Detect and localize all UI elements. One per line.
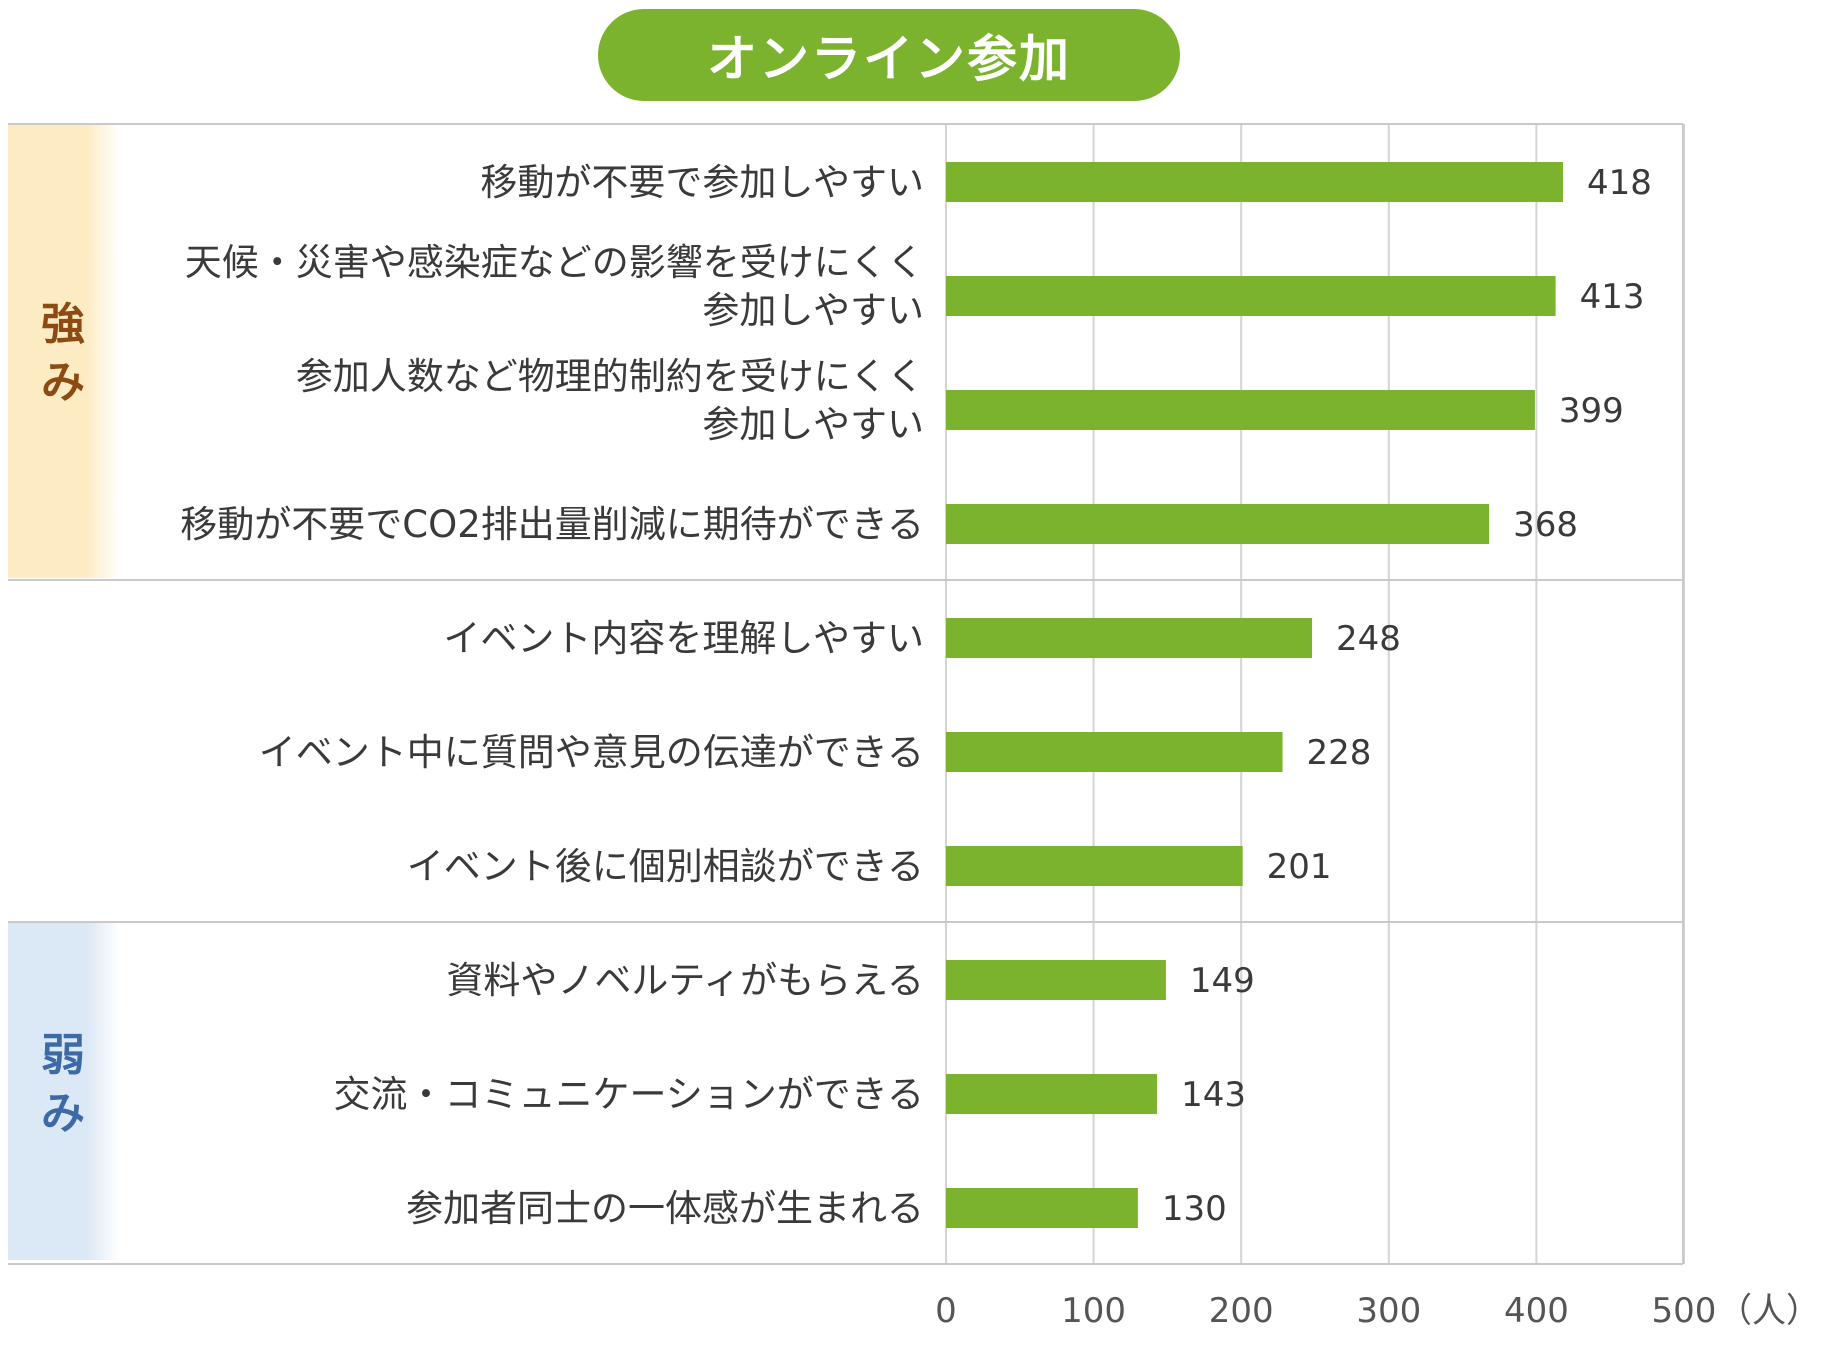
bar <box>946 618 1313 658</box>
weaknesses-label: 弱み <box>8 1027 118 1143</box>
bar <box>946 390 1535 430</box>
category-label: 移動が不要でCO2排出量削減に期待ができる <box>180 503 924 546</box>
strengths-label: 強み <box>8 296 118 412</box>
weaknesses-band: 弱み <box>8 921 120 1260</box>
category-label: イベント後に個別相談ができる <box>407 845 924 888</box>
tick-label: 100 <box>1061 1291 1126 1331</box>
category-label: イベント中に質問や意見の伝達ができる <box>259 731 924 774</box>
value-label: 418 <box>1587 163 1652 203</box>
group-label-char: み <box>41 357 85 408</box>
tick-label: 0 <box>935 1291 957 1331</box>
strengths-label-text: 強み <box>8 296 118 412</box>
bar <box>946 504 1490 544</box>
value-label: 130 <box>1162 1189 1227 1229</box>
bar <box>946 1074 1158 1114</box>
group-label-char: 強 <box>41 299 85 350</box>
category-label: 移動が不要で参加しやすい <box>480 161 924 204</box>
strengths-band: 強み <box>8 124 120 578</box>
value-label: 143 <box>1181 1075 1246 1115</box>
category-label: 参加人数など物理的制約を受けにくく <box>296 355 924 398</box>
bar <box>946 1188 1138 1228</box>
bar <box>946 732 1283 772</box>
tick-label: 500 <box>1652 1291 1717 1331</box>
group-label-char: 弱 <box>41 1030 85 1081</box>
value-label: 368 <box>1513 505 1578 545</box>
tick-label: 200 <box>1209 1291 1274 1331</box>
bar <box>946 960 1166 1000</box>
bar <box>946 162 1563 202</box>
bar <box>946 846 1243 886</box>
bar <box>946 276 1556 316</box>
category-label: 資料やノベルティがもらえる <box>446 959 924 1002</box>
value-label: 149 <box>1190 961 1255 1001</box>
value-label: 413 <box>1580 277 1645 317</box>
group-label-char: み <box>41 1088 85 1139</box>
chart-title: オンライン参加 <box>598 9 1180 101</box>
tick-label: 400 <box>1504 1291 1569 1331</box>
category-label: 参加者同士の一体感が生まれる <box>406 1187 924 1230</box>
category-label: 交流・コミュニケーションができる <box>333 1073 924 1116</box>
value-label: 228 <box>1307 733 1372 773</box>
category-label: 参加しやすい <box>702 403 924 446</box>
category-label: 参加しやすい <box>702 289 924 332</box>
category-label: イベント内容を理解しやすい <box>443 617 924 660</box>
axis-unit: （人） <box>1718 1291 1820 1331</box>
value-label: 248 <box>1336 619 1401 659</box>
category-label: 天候・災害や感染症などの影響を受けにくく <box>185 241 924 284</box>
value-label: 201 <box>1267 847 1332 887</box>
value-label: 399 <box>1559 391 1624 431</box>
weaknesses-label-text: 弱み <box>8 1027 118 1143</box>
tick-label: 300 <box>1356 1291 1421 1331</box>
